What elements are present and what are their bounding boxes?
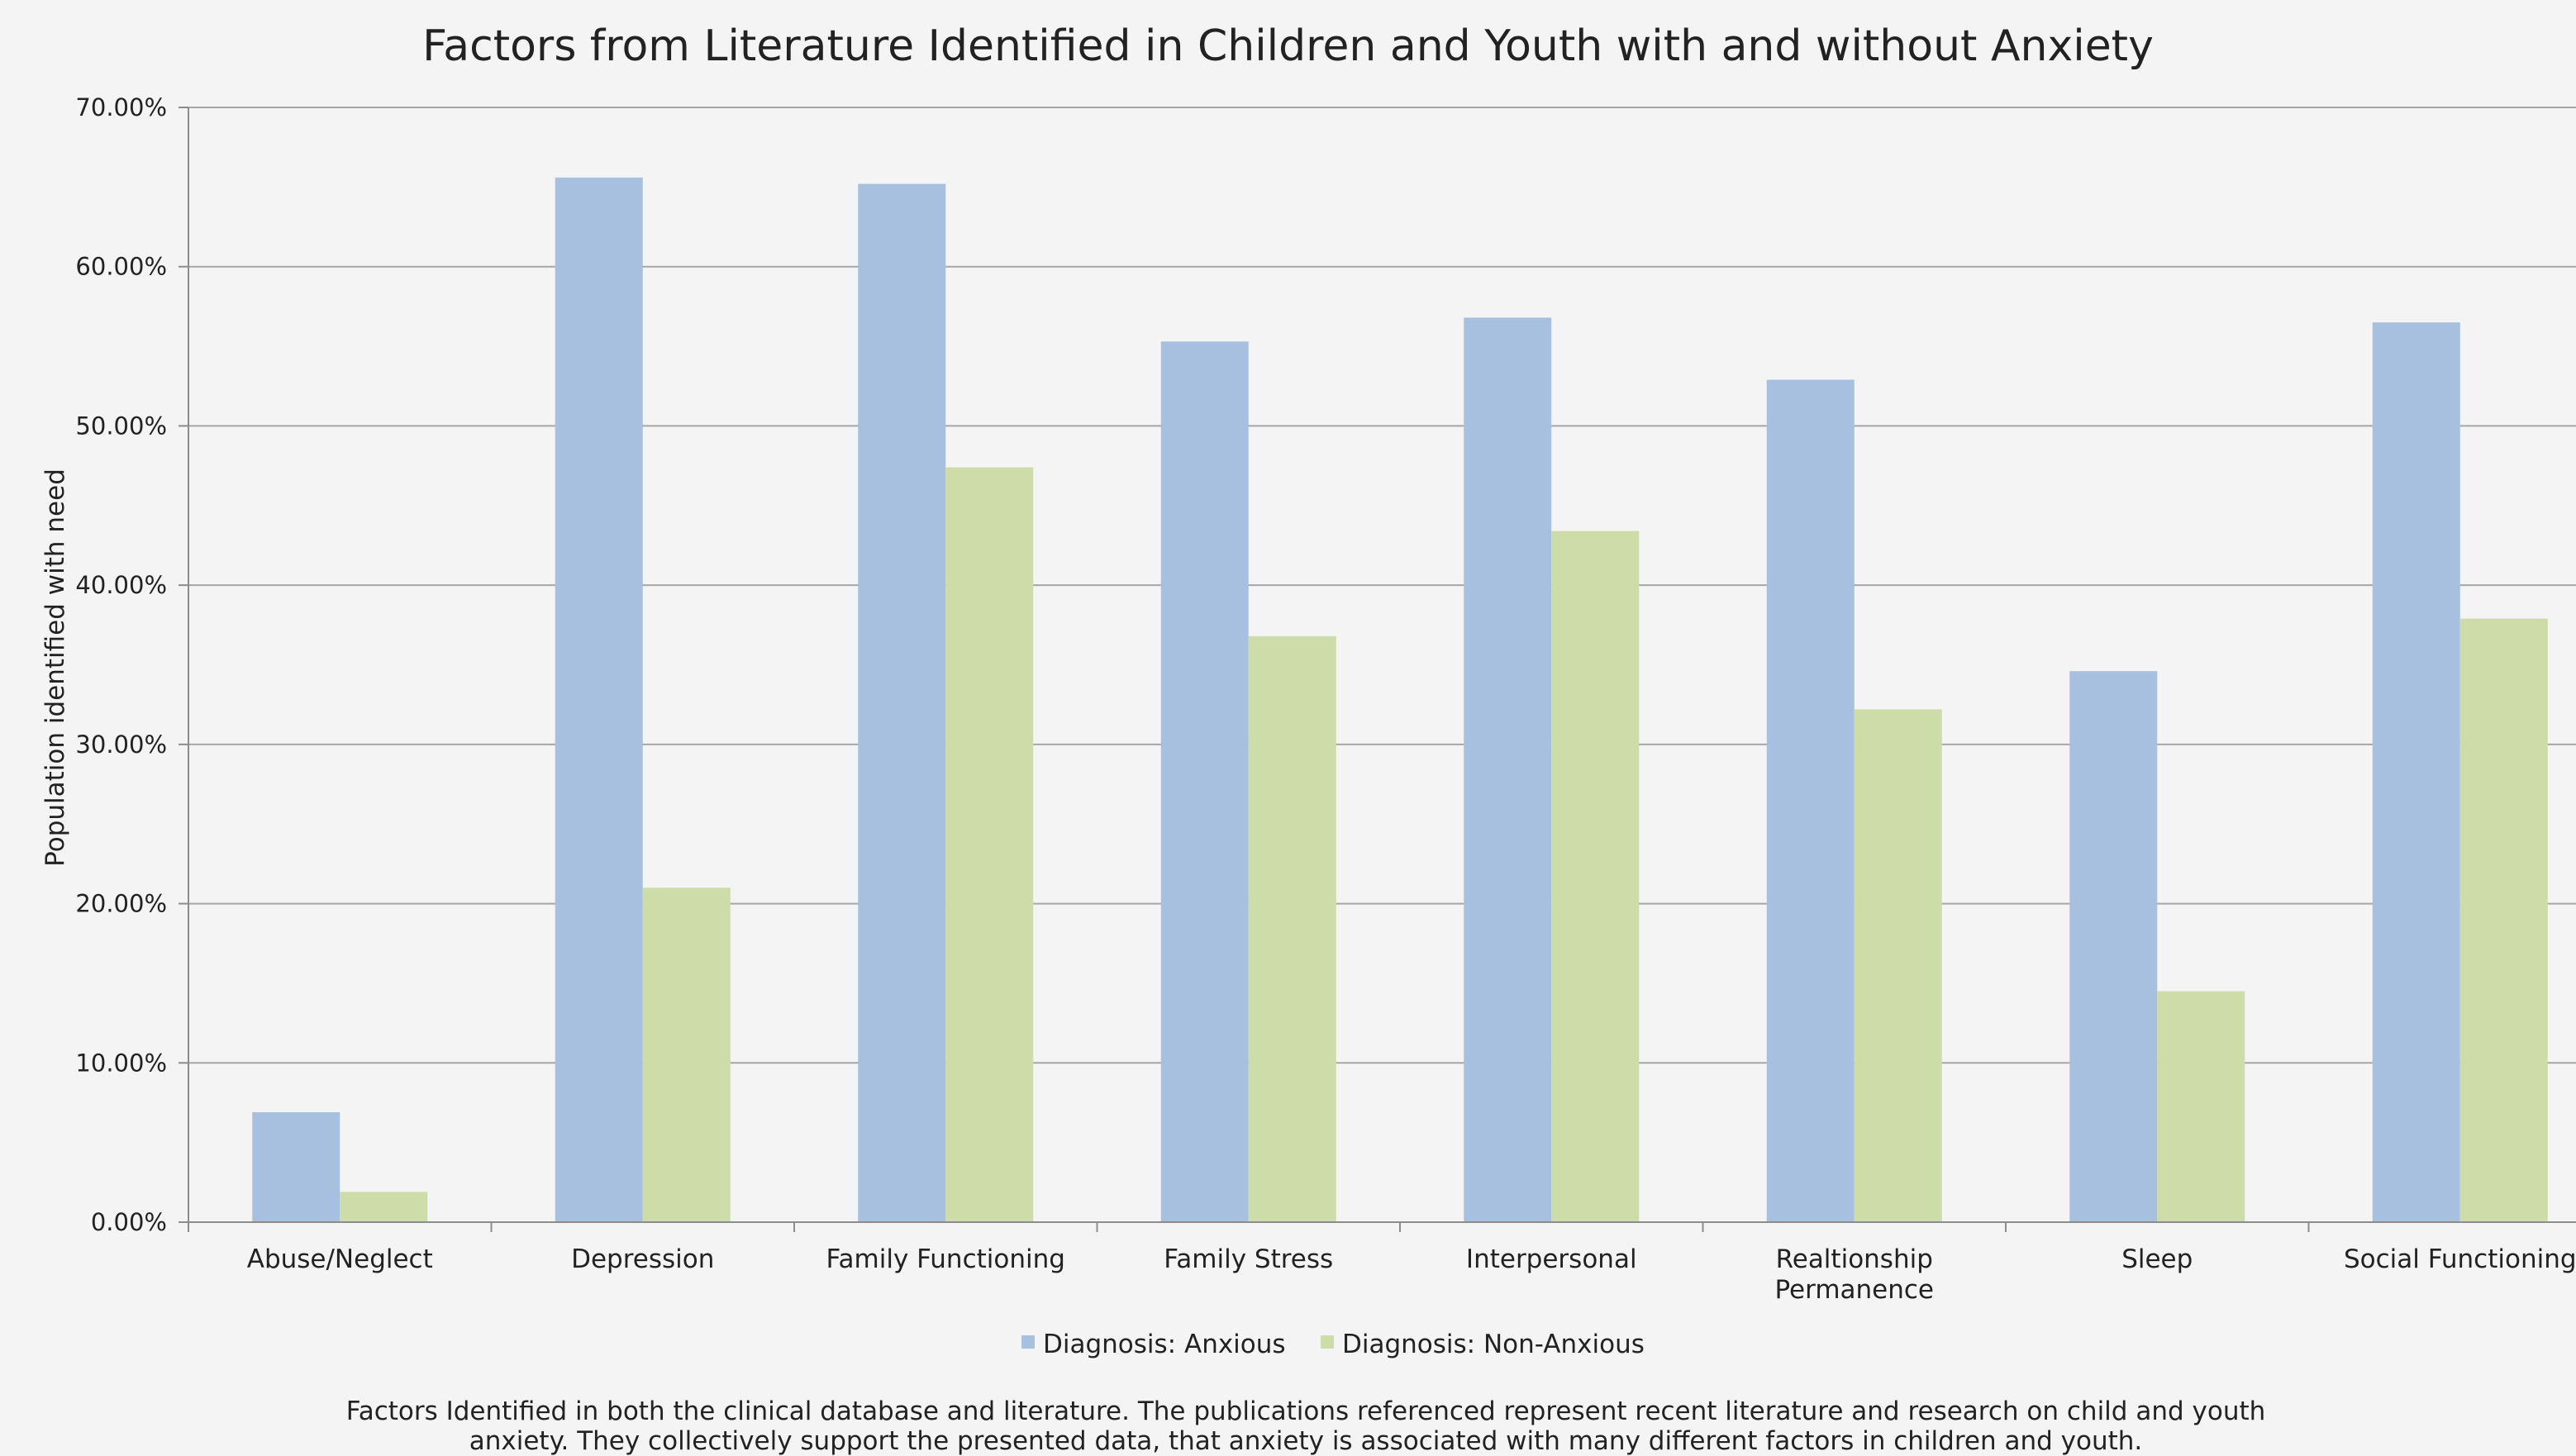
- x-category-label: Interpersonal: [1466, 1244, 1637, 1274]
- legend-swatch: [1321, 1335, 1334, 1349]
- bars: [252, 177, 2548, 1223]
- bar-non-anxious: [2157, 991, 2245, 1222]
- bar-anxious: [252, 1112, 340, 1222]
- bar-non-anxious: [642, 887, 731, 1222]
- y-tick-label: 60.00%: [75, 253, 167, 281]
- legend-label: Diagnosis: Anxious: [1043, 1330, 1286, 1359]
- bar-non-anxious: [1248, 635, 1336, 1222]
- bar-non-anxious: [2459, 618, 2548, 1222]
- x-category-label: Sleep: [2121, 1244, 2193, 1274]
- bar-anxious: [555, 177, 643, 1222]
- legend: Diagnosis: Anxious Diagnosis: Non-Anxious: [1021, 1330, 1645, 1359]
- y-axis-title: Population identified with need: [40, 469, 70, 867]
- x-category-label: Family Functioning: [826, 1244, 1065, 1274]
- bar-anxious: [1160, 341, 1249, 1222]
- bar-anxious: [1766, 379, 1855, 1222]
- y-tick-label: 10.00%: [75, 1049, 167, 1077]
- bar-non-anxious: [340, 1192, 428, 1222]
- x-category-label: Family Stress: [1164, 1244, 1333, 1274]
- legend-swatch: [1021, 1335, 1035, 1349]
- bar-non-anxious: [1854, 709, 1942, 1222]
- chart-caption: Factors Identified in both the clinical …: [248, 1397, 2364, 1456]
- y-tick-label: 40.00%: [75, 571, 167, 599]
- bar-anxious: [2069, 671, 2158, 1222]
- x-category-label: Realtionship: [1776, 1244, 1933, 1274]
- chart-title: Factors from Literature Identified in Ch…: [422, 21, 2154, 71]
- y-tick-label: 30.00%: [75, 730, 167, 759]
- y-tick-labels: 0.00% 10.00% 20.00% 30.00% 40.00% 50.00% 60.00…: [75, 93, 188, 1236]
- x-category-labels: Abuse/Neglect Depression Family Functionin…: [247, 1244, 2576, 1305]
- x-category-label: Abuse/Neglect: [247, 1244, 433, 1274]
- caption-line-1: Factors Identified in both the clinical …: [345, 1397, 2266, 1426]
- gridlines: [188, 107, 2576, 1064]
- x-category-label: Permanence: [1774, 1275, 1934, 1305]
- bar-anxious: [858, 183, 946, 1223]
- y-tick-label: 20.00%: [75, 890, 167, 918]
- caption-line-2: anxiety. They collectively support the p…: [469, 1426, 2143, 1456]
- y-tick-label: 50.00%: [75, 412, 167, 440]
- y-tick-label: 70.00%: [75, 93, 167, 121]
- bar-anxious: [1464, 317, 1552, 1223]
- x-category-label: Depression: [571, 1244, 714, 1274]
- bar-anxious: [2372, 322, 2460, 1222]
- legend-label: Diagnosis: Non-Anxious: [1342, 1330, 1645, 1359]
- y-tick-label: 0.00%: [91, 1208, 167, 1236]
- bar-non-anxious: [1551, 531, 1640, 1222]
- x-category-label: Social Functioning: [2344, 1244, 2576, 1274]
- axes: [188, 107, 2576, 1232]
- bar-non-anxious: [945, 467, 1034, 1222]
